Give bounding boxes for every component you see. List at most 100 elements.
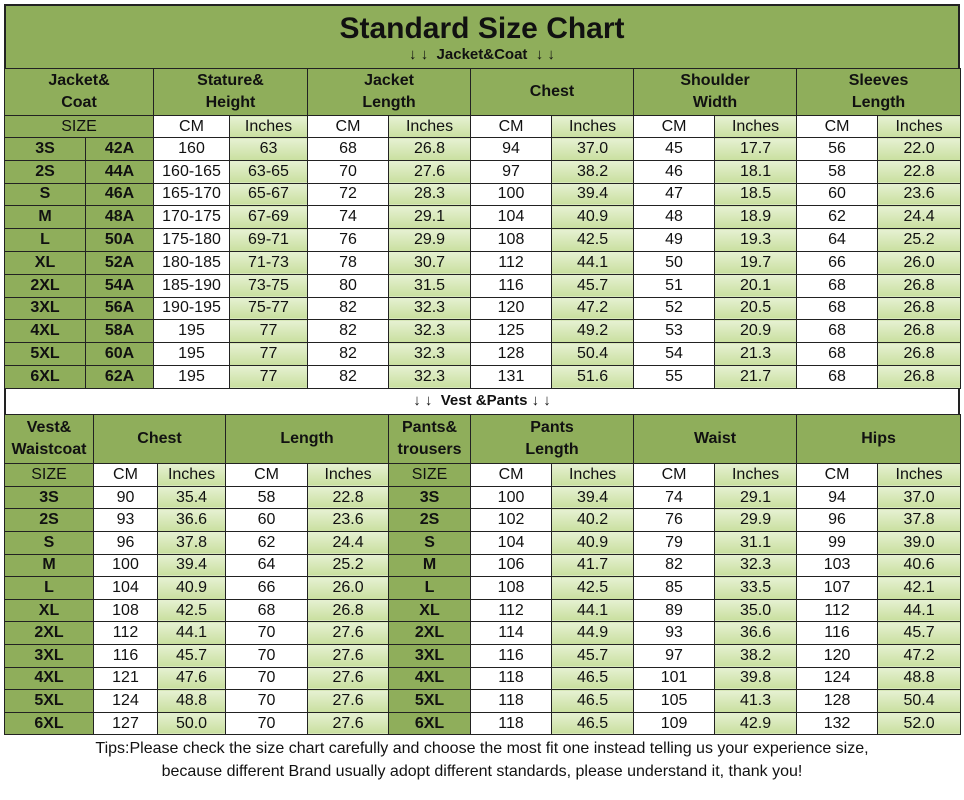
size-cell: 56A	[85, 296, 154, 321]
size-cell: L	[4, 576, 94, 600]
size-cell: M	[388, 553, 472, 578]
measure-cell: 22.0	[877, 137, 962, 161]
size-cell: 54A	[85, 273, 154, 298]
measure-cell: 45.7	[877, 621, 962, 645]
measure-cell: 38.2	[551, 159, 635, 184]
measure-cell: 195	[153, 342, 230, 366]
measure-cell: 33.5	[714, 576, 798, 600]
title: Standard Size Chart	[339, 12, 625, 45]
size-cell: XL	[4, 250, 86, 275]
measure-cell: 47.6	[156, 666, 227, 691]
unit-label: Inches	[877, 462, 962, 487]
measure-cell: 36.6	[714, 621, 798, 645]
measure-cell: 52	[633, 296, 716, 321]
size-cell: 3S	[388, 485, 472, 510]
size-row: XL 52A 180-185 71-73 78 30.7 112 44.1 50 19.7 66 26…	[4, 250, 962, 275]
measure-cell: 124	[796, 666, 879, 691]
unit-row: SIZE CM Inches CM Inches SIZE CM Inches CM Inches…	[4, 462, 962, 487]
measure-cell: 71-73	[229, 250, 308, 275]
size-cell: 3XL	[388, 643, 472, 668]
measure-cell: 46.5	[551, 711, 635, 736]
measure-cell: 100	[93, 553, 158, 578]
size-cell: 4XL	[4, 666, 94, 691]
measure-cell: 18.5	[714, 182, 798, 207]
measure-cell: 160	[153, 137, 230, 161]
measure-cell: 80	[307, 273, 389, 298]
measure-cell: 127	[93, 711, 158, 736]
size-row: 3XL 56A 190-195 75-77 82 32.3 120 47.2 52 20.5 68 2…	[4, 296, 962, 321]
size-row: 3S 42A 160 63 68 26.8 94 37.0 45 17.7 56 22.0	[4, 137, 962, 161]
size-cell: 5XL	[388, 689, 472, 713]
measure-cell: 195	[153, 364, 230, 389]
measure-cell: 45.7	[551, 643, 635, 668]
size-cell: 2S	[4, 159, 86, 184]
column-header: Stature& Height	[153, 68, 308, 116]
measure-cell: 21.7	[714, 364, 798, 389]
measure-cell: 27.6	[307, 621, 390, 645]
tips: Tips:Please check the size chart careful…	[4, 735, 960, 783]
measure-cell: 165-170	[153, 182, 230, 207]
measure-cell: 26.8	[877, 296, 962, 321]
measure-cell: 109	[633, 711, 716, 736]
measure-cell: 66	[225, 576, 309, 600]
measure-cell: 105	[633, 689, 716, 713]
measure-cell: 40.9	[551, 530, 635, 555]
measure-cell: 77	[229, 364, 308, 389]
measure-cell: 26.0	[307, 576, 390, 600]
size-row: 4XL 58A 195 77 82 32.3 125 49.2 53 20.9 68 26.8	[4, 319, 962, 344]
measure-cell: 132	[796, 711, 879, 736]
column-header: Length	[225, 413, 390, 464]
measure-cell: 112	[470, 250, 553, 275]
measure-cell: 108	[470, 228, 553, 252]
measure-cell: 52.0	[877, 711, 962, 736]
unit-label: SIZE	[388, 462, 472, 487]
size-cell: 4XL	[388, 666, 472, 691]
unit-label: Inches	[156, 462, 227, 487]
measure-cell: 108	[470, 576, 553, 600]
size-cell: 3XL	[4, 643, 94, 668]
size-cell: L	[388, 576, 472, 600]
section-label: ↓ ↓ Jacket&Coat ↓ ↓	[409, 46, 555, 63]
size-row: S 96 37.8 62 24.4 S 104 40.9 79 31.1 99 39.0	[4, 530, 962, 555]
measure-cell: 19.7	[714, 250, 798, 275]
measure-cell: 27.6	[307, 666, 390, 691]
unit-label: CM	[633, 462, 716, 487]
measure-cell: 27.6	[307, 643, 390, 668]
measure-cell: 44.1	[156, 621, 227, 645]
unit-label: CM	[153, 115, 230, 138]
size-cell: XL	[388, 598, 472, 623]
measure-cell: 112	[93, 621, 158, 645]
size-row: 5XL 124 48.8 70 27.6 5XL 118 46.5 105 41.3 128 50.4	[4, 689, 962, 713]
measure-cell: 190-195	[153, 296, 230, 321]
measure-cell: 40.9	[156, 576, 227, 600]
unit-label: CM	[225, 462, 309, 487]
measure-cell: 50.0	[156, 711, 227, 736]
measure-cell: 40.9	[551, 205, 635, 230]
measure-cell: 170-175	[153, 205, 230, 230]
measure-cell: 62	[225, 530, 309, 555]
measure-cell: 77	[229, 319, 308, 344]
measure-cell: 100	[470, 485, 553, 510]
size-row: 5XL 60A 195 77 82 32.3 128 50.4 54 21.3 68 26.8	[4, 342, 962, 366]
measure-cell: 67-69	[229, 205, 308, 230]
title-box: Standard Size Chart ↓ ↓ Jacket&Coat ↓ ↓	[4, 4, 960, 68]
measure-cell: 45.7	[156, 643, 227, 668]
measure-cell: 26.0	[877, 250, 962, 275]
header-row: Vest& Waistcoat Chest Length Pants& trouser…	[4, 413, 962, 464]
measure-cell: 77	[229, 342, 308, 366]
column-header: Jacket Length	[306, 68, 472, 116]
column-header: Hips	[796, 413, 962, 464]
measure-cell: 19.3	[714, 228, 798, 252]
measure-cell: 25.2	[307, 553, 390, 578]
measure-cell: 29.1	[387, 205, 472, 230]
measure-cell: 128	[796, 689, 879, 713]
measure-cell: 131	[470, 364, 553, 389]
measure-cell: 37.0	[877, 485, 962, 510]
unit-label: SIZE	[4, 462, 94, 487]
measure-cell: 75-77	[229, 296, 308, 321]
measure-cell: 82	[633, 553, 716, 578]
column-header: Shoulder Width	[633, 68, 798, 116]
measure-cell: 56	[796, 137, 879, 161]
measure-cell: 39.4	[551, 485, 635, 510]
